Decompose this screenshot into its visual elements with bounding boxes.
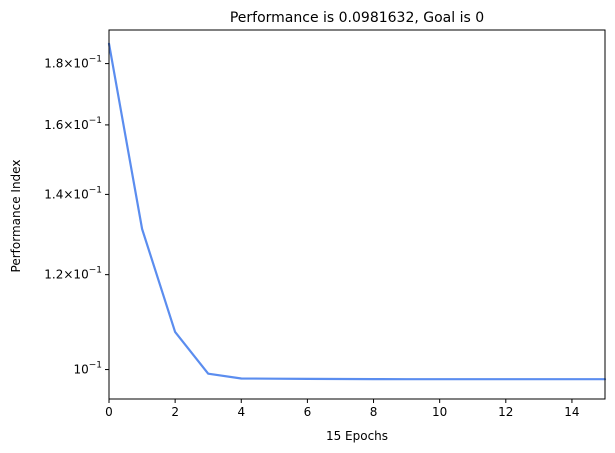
y-axis: 10−1 1.2×10−1 1.4×10−1 1.6×10−1 1.8×10−1 bbox=[44, 55, 109, 377]
x-axis: 0 2 4 6 8 10 12 14 bbox=[105, 399, 580, 419]
y-tick-label: 1.2×10−1 bbox=[44, 266, 102, 282]
series-line-0 bbox=[107, 42, 607, 381]
y-axis-title: Performance Index bbox=[9, 160, 23, 273]
y-tick-label: 1.8×10−1 bbox=[44, 55, 102, 71]
x-tick-label: 0 bbox=[105, 405, 113, 419]
plot-frame bbox=[108, 29, 606, 400]
x-axis-title: 15 Epochs bbox=[326, 429, 388, 443]
x-tick-label: 4 bbox=[237, 405, 245, 419]
x-tick-label: 6 bbox=[304, 405, 312, 419]
x-tick-label: 2 bbox=[171, 405, 179, 419]
x-tick-label: 14 bbox=[564, 405, 579, 419]
y-tick-label: 1.4×10−1 bbox=[44, 185, 102, 201]
chart-title: Performance is 0.0981632, Goal is 0 bbox=[230, 10, 484, 26]
x-tick-label: 8 bbox=[370, 405, 378, 419]
plot-area bbox=[107, 29, 607, 400]
y-tick-label: 10−1 bbox=[73, 361, 102, 377]
y-tick-label: 1.6×10−1 bbox=[44, 116, 102, 132]
x-tick-label: 12 bbox=[498, 405, 513, 419]
x-tick-label: 10 bbox=[432, 405, 447, 419]
